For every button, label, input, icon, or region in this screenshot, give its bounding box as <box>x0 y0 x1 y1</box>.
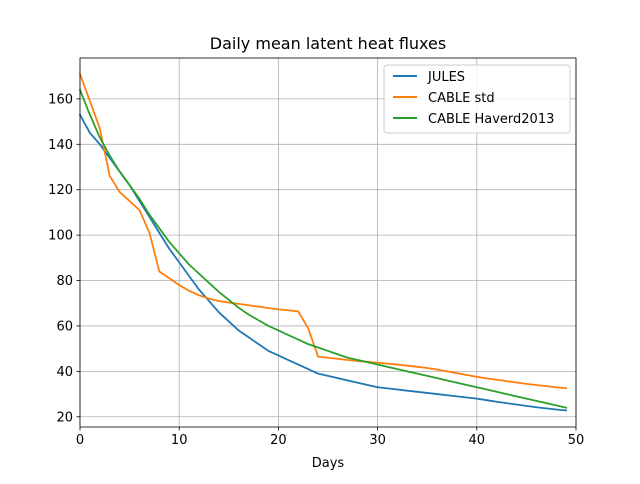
legend-label-cable-haverd2013: CABLE Haverd2013 <box>428 112 554 127</box>
y-tick-label: 60 <box>56 319 73 334</box>
x-tick-label: 40 <box>469 433 486 448</box>
x-axis-label: Days <box>312 456 345 471</box>
chart-title: Daily mean latent heat fluxes <box>210 34 446 53</box>
y-tick-label: 100 <box>48 229 73 244</box>
series-line-jules <box>78 113 568 412</box>
x-tick-label: 50 <box>568 433 585 448</box>
x-tick-label: 10 <box>171 433 188 448</box>
grid <box>79 58 577 427</box>
series-line-cable-haverd2013 <box>78 88 568 409</box>
x-tick-label: 30 <box>369 433 386 448</box>
y-tick-label: 40 <box>56 365 73 380</box>
legend-label-cable-std: CABLE std <box>428 91 495 106</box>
series-line-cable-std <box>78 72 568 390</box>
y-tick-label: 20 <box>56 410 73 425</box>
legend: JULES CABLE std CABLE Haverd2013 <box>383 64 571 134</box>
y-tick-label: 140 <box>48 138 73 153</box>
y-tick-label: 120 <box>48 183 73 198</box>
plot-frame <box>79 57 577 428</box>
axis-ticks: 0 10 20 30 40 50 20 40 60 80 100 120 140 160 <box>48 92 584 448</box>
x-tick-label: 0 <box>76 433 84 448</box>
x-tick-label: 20 <box>270 433 287 448</box>
series-lines <box>78 72 568 412</box>
legend-label-jules: JULES <box>427 70 465 85</box>
y-tick-label: 80 <box>56 274 73 289</box>
y-tick-label: 160 <box>48 92 73 107</box>
legend-box <box>383 64 571 134</box>
